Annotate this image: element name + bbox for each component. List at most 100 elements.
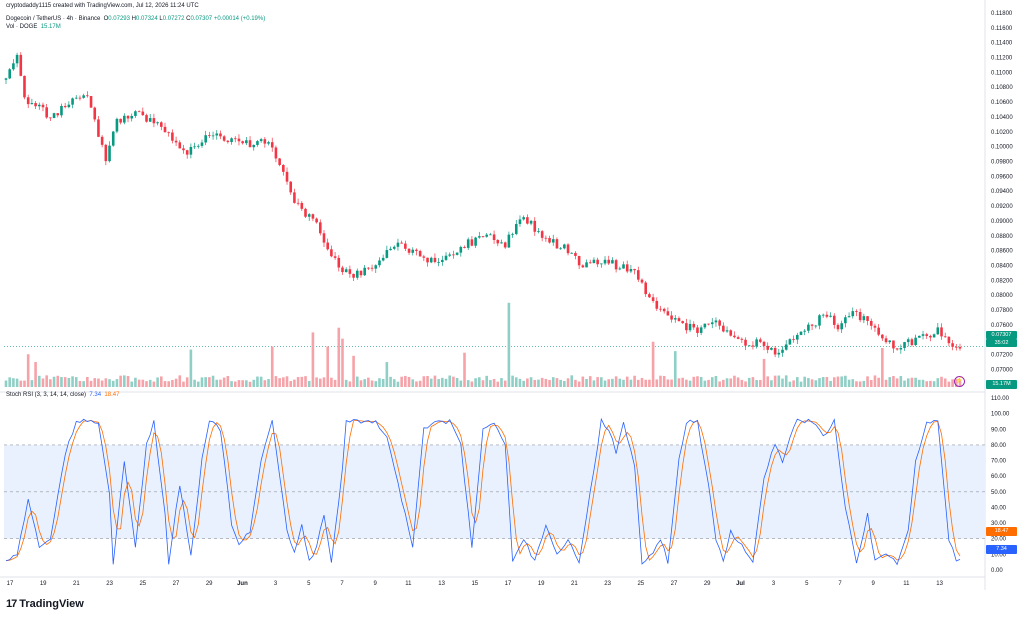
candle-body [755, 339, 758, 347]
candle-body [895, 348, 899, 350]
candle-body [855, 311, 858, 313]
volume-bar [559, 379, 562, 387]
time-tick-label: 25 [637, 581, 644, 587]
low-value: 0.07272 [162, 16, 185, 22]
open-value: 0.07293 [108, 16, 130, 22]
candle-body [41, 104, 45, 108]
time-tick-label: 7 [838, 581, 842, 587]
volume-bar [855, 381, 858, 387]
candle-body [844, 317, 847, 324]
volume-bar [444, 378, 448, 387]
volume-bar [285, 376, 289, 387]
volume-bar [514, 377, 518, 387]
candle-body [274, 147, 278, 159]
volume-bar [126, 375, 130, 387]
time-tick-label: 19 [40, 581, 47, 587]
volume-bar [773, 375, 777, 387]
volume-bar [363, 379, 366, 387]
volume-bar [256, 376, 259, 387]
volume-bar [119, 375, 122, 387]
candle-body [918, 335, 921, 338]
candle-body [385, 250, 389, 258]
candle-body [921, 334, 925, 336]
volume-bar [341, 338, 344, 387]
volume-bar [906, 378, 910, 387]
price-tick-label: 0.11800 [991, 11, 1013, 17]
candle-body [152, 118, 156, 124]
candle-body [600, 263, 603, 265]
candle-body [163, 126, 167, 133]
volume-bar [245, 380, 248, 387]
candle-body [470, 239, 474, 246]
volume-bar [873, 375, 877, 387]
candle-body [396, 242, 400, 247]
candle-body [947, 336, 951, 344]
alert-lightning-icon[interactable]: ⚡ [954, 376, 965, 387]
candle-body [514, 223, 518, 234]
candle-body [193, 146, 196, 148]
volume-bar [529, 377, 533, 387]
candle-body [803, 330, 806, 332]
candle-body [219, 133, 222, 137]
time-tick-label: 17 [7, 581, 14, 587]
time-tick-label: Jul [736, 581, 745, 587]
stoch-rsi-legend[interactable]: Stoch RSI (3, 3, 14, 14, close) 7.34 18.… [6, 391, 119, 399]
candle-body [455, 252, 459, 255]
volume-bar [23, 380, 26, 387]
candle-body [507, 234, 511, 248]
stoch-rsi-tick-label: 60.00 [991, 474, 1007, 480]
candle-body [888, 340, 892, 343]
volume-bar [104, 378, 108, 387]
candle-body [825, 314, 829, 317]
candle-body [60, 105, 63, 116]
candle-body [378, 260, 381, 266]
candle-body [685, 323, 688, 331]
candle-body [230, 138, 233, 143]
volume-bar [348, 381, 352, 387]
brand-name: TradingView [19, 598, 84, 610]
price-tick-label: 0.09800 [991, 159, 1013, 165]
ohlc-legend[interactable]: Dogecoin / TetherUS · 4h · Binance O0.07… [6, 15, 265, 23]
candle-body [222, 136, 226, 141]
candle-body [529, 220, 533, 224]
volume-bar [685, 379, 688, 387]
candle-body [781, 349, 784, 353]
volume-bar [37, 375, 41, 387]
candle-body [906, 339, 910, 343]
volume-bar [230, 381, 233, 387]
volume-bar [540, 377, 544, 387]
volume-bar [111, 380, 115, 387]
symbol-label[interactable]: Dogecoin / TetherUS · 4h · Binance [6, 16, 101, 22]
volume-bar [492, 378, 496, 387]
volume-bar [947, 381, 951, 387]
candle-body [522, 217, 525, 220]
volume-bar [19, 380, 23, 387]
candle-body [788, 339, 792, 345]
volume-bar [707, 379, 710, 387]
volume-bar [370, 380, 374, 387]
candle-body [215, 133, 219, 136]
volume-bar [570, 375, 574, 387]
candle-body [237, 138, 241, 142]
time-tick-label: 9 [872, 581, 876, 587]
candle-body [910, 339, 914, 346]
candle-body [56, 113, 60, 116]
candle-body [200, 142, 204, 146]
volume-legend[interactable]: Vol · DOGE 15.17M [6, 23, 61, 31]
candle-body [422, 256, 426, 258]
price-tick-label: 0.11200 [991, 56, 1013, 62]
volume-bar [858, 381, 862, 387]
candle-body [655, 300, 659, 309]
volume-bar [381, 378, 385, 387]
volume-bar [182, 381, 185, 387]
volume-bar [803, 376, 806, 387]
volume-bar [74, 377, 78, 387]
candle-body [866, 316, 869, 321]
volume-bar [233, 381, 237, 387]
stoch-rsi-tick-label: 40.00 [991, 505, 1007, 511]
volume-bar [622, 379, 625, 387]
candle-body [115, 118, 119, 132]
volume-bar [100, 380, 104, 387]
candle-body [474, 237, 477, 246]
